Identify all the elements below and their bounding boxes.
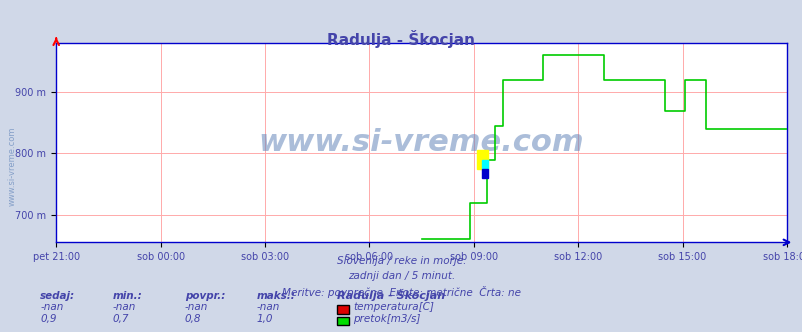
Text: pretok[m3/s]: pretok[m3/s]	[353, 314, 420, 324]
Text: Radulja - Škocjan: Radulja - Škocjan	[327, 30, 475, 48]
Bar	[482, 169, 488, 178]
Text: Slovenija / reke in morje.: Slovenija / reke in morje.	[336, 256, 466, 266]
Text: -nan: -nan	[40, 302, 63, 312]
Text: 0,8: 0,8	[184, 314, 201, 324]
Text: www.si-vreme.com: www.si-vreme.com	[8, 126, 17, 206]
Text: 1,0: 1,0	[257, 314, 273, 324]
Text: Meritve: povprečne  Enote: metrične  Črta: ne: Meritve: povprečne Enote: metrične Črta:…	[282, 286, 520, 297]
Bar	[476, 150, 488, 169]
Text: -nan: -nan	[112, 302, 136, 312]
Text: sedaj:: sedaj:	[40, 291, 75, 301]
Text: temperatura[C]: temperatura[C]	[353, 302, 434, 312]
Bar	[482, 160, 488, 169]
Text: www.si-vreme.com: www.si-vreme.com	[258, 128, 584, 157]
Text: -nan: -nan	[257, 302, 280, 312]
Text: min.:: min.:	[112, 291, 142, 301]
Text: zadnji dan / 5 minut.: zadnji dan / 5 minut.	[347, 271, 455, 281]
Text: povpr.:: povpr.:	[184, 291, 225, 301]
Text: maks.:: maks.:	[257, 291, 295, 301]
Text: 0,9: 0,9	[40, 314, 57, 324]
Text: Radulja - Škocjan: Radulja - Škocjan	[337, 289, 445, 301]
Text: -nan: -nan	[184, 302, 208, 312]
Text: 0,7: 0,7	[112, 314, 129, 324]
